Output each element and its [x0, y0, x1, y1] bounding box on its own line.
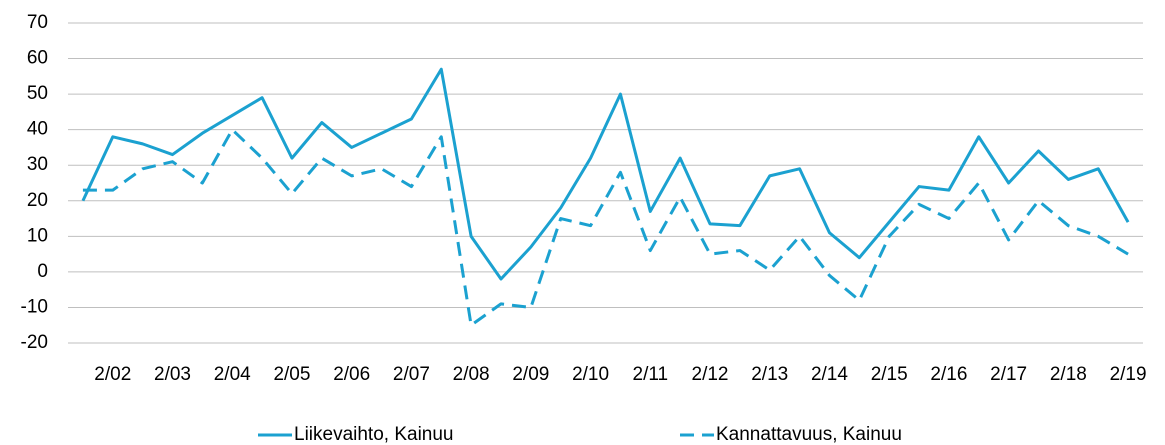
x-tick-label: 2/05: [273, 364, 310, 385]
x-tick-label: 2/06: [333, 364, 370, 385]
x-tick-label: 2/10: [572, 364, 609, 385]
y-tick-label: 60: [27, 48, 48, 69]
x-tick-label: 2/09: [512, 364, 549, 385]
legend-label: Kannattavuus, Kainuu: [716, 424, 902, 445]
legend-label: Liikevaihto, Kainuu: [294, 424, 454, 445]
y-tick-label: 50: [27, 83, 48, 104]
y-tick-label: -20: [21, 332, 48, 353]
x-tick-label: 2/14: [811, 364, 848, 385]
y-tick-label: 20: [27, 190, 48, 211]
x-tick-label: 2/18: [1050, 364, 1087, 385]
y-tick-label: 0: [37, 261, 48, 282]
y-tick-label: 10: [27, 225, 48, 246]
x-tick-label: 2/02: [94, 364, 131, 385]
x-tick-label: 2/07: [393, 364, 430, 385]
line-series: [81, 67, 1130, 281]
x-tick-label: 2/04: [214, 364, 251, 385]
x-tick-label: 2/13: [751, 364, 788, 385]
x-tick-label: 2/16: [930, 364, 967, 385]
y-tick-label: 30: [27, 154, 48, 175]
x-tick-label: 2/11: [633, 364, 669, 385]
x-tick-label: 2/08: [453, 364, 490, 385]
y-tick-label: -10: [21, 296, 48, 317]
line-series: [82, 128, 1129, 327]
x-tick-label: 2/19: [1110, 364, 1147, 385]
x-tick-label: 2/03: [154, 364, 191, 385]
x-tick-label: 2/17: [990, 364, 1027, 385]
x-tick-label: 2/12: [692, 364, 729, 385]
y-tick-label: 40: [27, 119, 48, 140]
x-tick-label: 2/15: [871, 364, 908, 385]
y-tick-label: 70: [27, 12, 48, 33]
